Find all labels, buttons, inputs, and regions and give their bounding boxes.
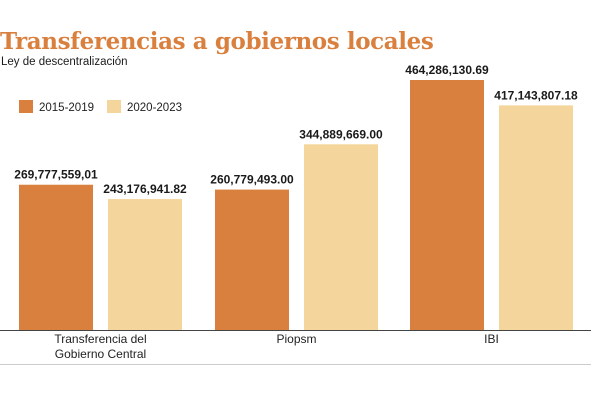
- legend-swatch-1: [19, 100, 33, 113]
- value-label-series2-cat2: 344,889,669.00: [299, 127, 383, 141]
- chart-subtitle: Ley de descentralización: [1, 56, 128, 68]
- value-label-series1-cat2: 260,779,493.00: [210, 173, 294, 187]
- value-label-series2-cat1: 243,176,941.82: [103, 182, 187, 196]
- chart-title: Transferencias a gobiernos locales: [0, 28, 434, 55]
- legend-label-2: 2020-2023: [127, 102, 182, 114]
- legend-label-1: 2015-2019: [39, 102, 94, 114]
- bar-series1-cat2: [215, 189, 289, 330]
- category-label-1-line-1: Transferencia del: [54, 332, 146, 346]
- bar-series2-cat3: [499, 105, 573, 330]
- bar-series2-cat1: [108, 199, 182, 330]
- bar-series2-cat2: [304, 144, 378, 330]
- legend-swatch-2: [107, 100, 121, 113]
- bar-series1-cat3: [410, 80, 484, 330]
- category-label-2-line-1: Piopsm: [276, 332, 316, 346]
- value-label-series1-cat3: 464,286,130.69: [405, 63, 489, 77]
- bar-series1-cat1: [19, 184, 93, 330]
- category-label-1-line-2: Gobierno Central: [55, 347, 146, 361]
- value-label-series2-cat3: 417,143,807.18: [494, 88, 578, 102]
- value-label-series1-cat1: 269,777,559,01: [14, 168, 98, 182]
- category-label-3-line-1: IBI: [484, 332, 499, 346]
